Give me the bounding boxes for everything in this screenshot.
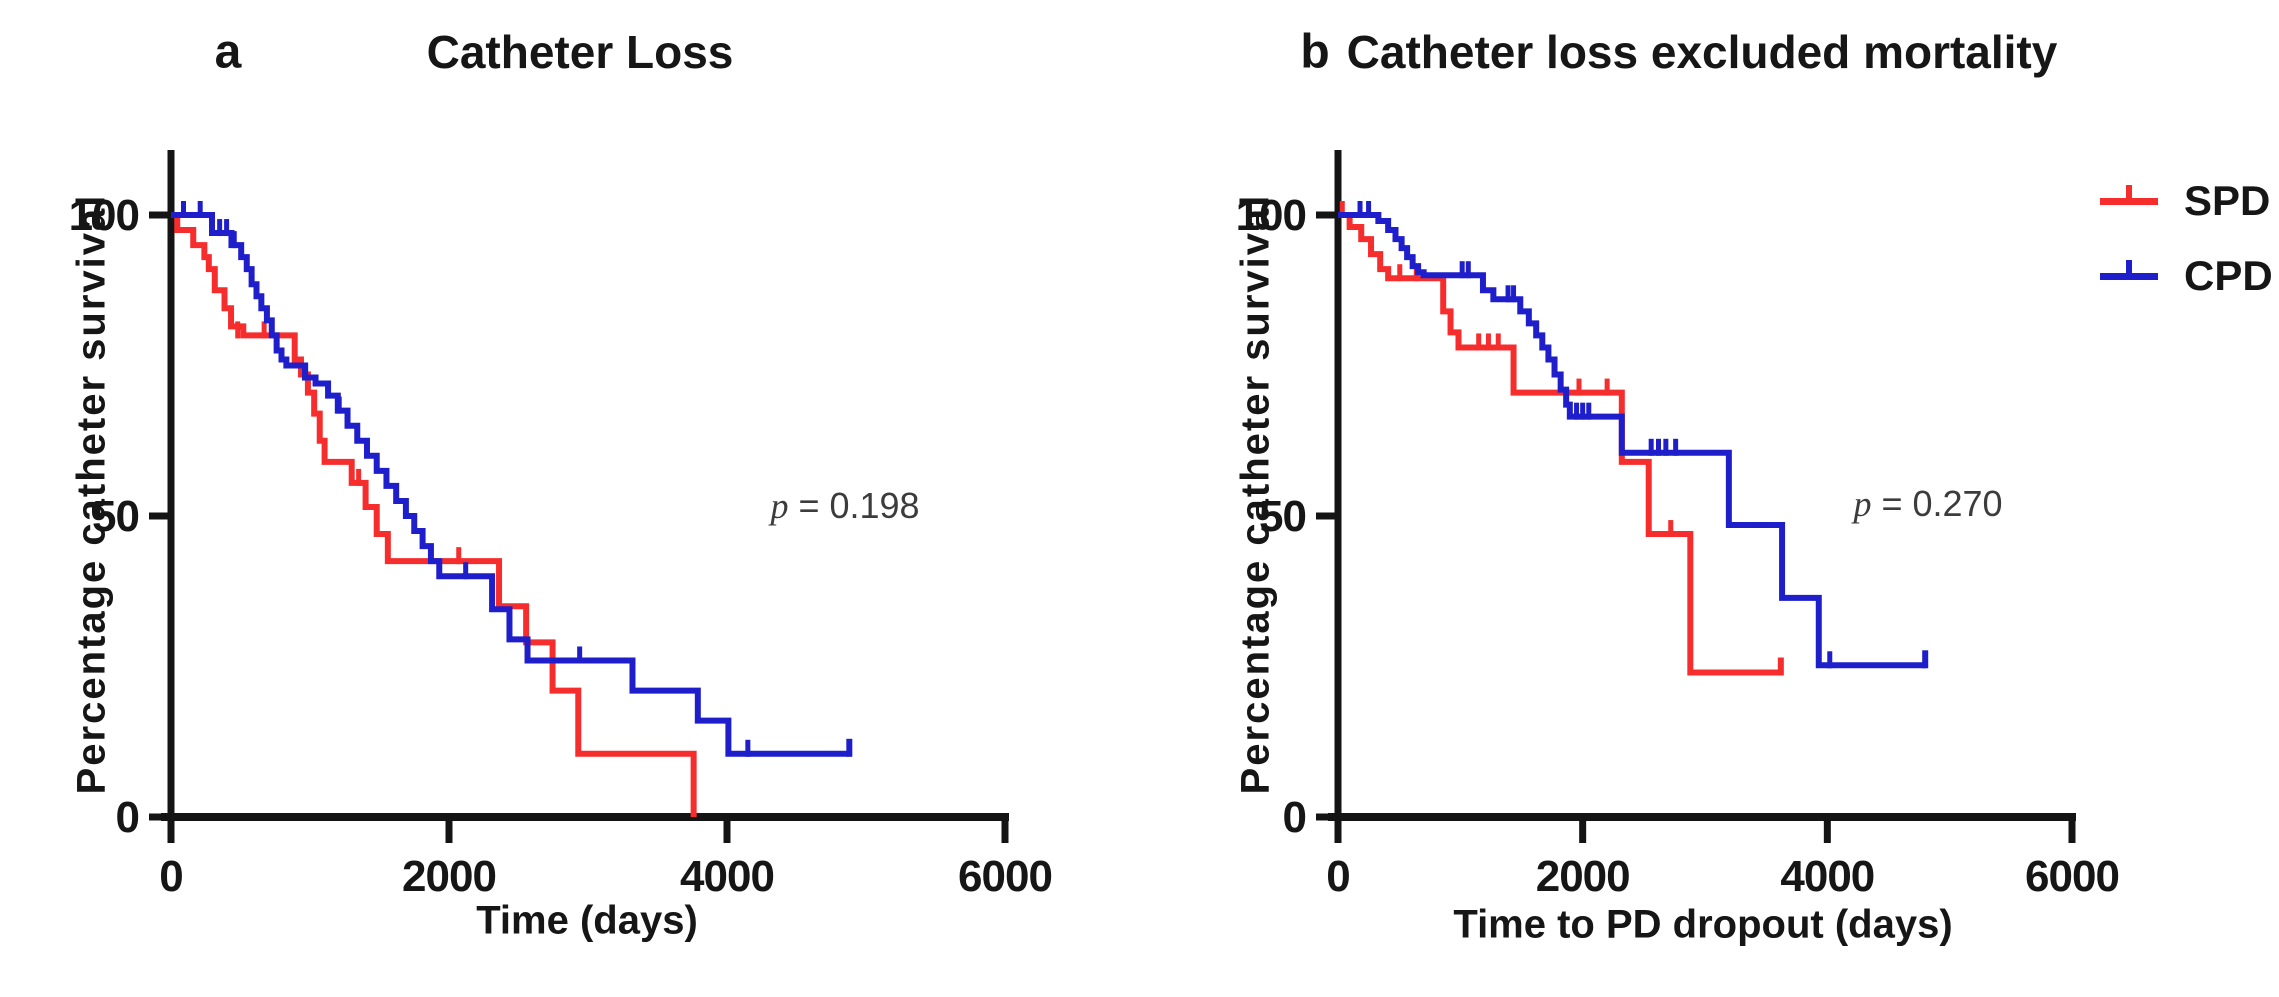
panel-a-p-text: = 0.198 (788, 485, 920, 526)
panel-b-spd-curve (1338, 212, 1781, 676)
panel-b-x-tick-label: 2000 (1536, 852, 1630, 901)
legend-label-cpd: CPD (2184, 252, 2273, 299)
panel-b-p-value: p = 0.270 (1853, 483, 2002, 525)
panel-a-spd-curve (171, 212, 697, 817)
legend-label-spd: SPD (2184, 177, 2271, 224)
legend-item-cpd: CPD (2100, 254, 2273, 298)
legend-item-spd: SPD (2100, 179, 2270, 223)
cpd-line-symbol-icon (2100, 256, 2158, 296)
panel-b-y-tick-label: 0 (1283, 793, 1306, 842)
panel-b-cpd-curve (1338, 212, 1926, 669)
panel-a-x-tick-label: 0 (159, 852, 182, 901)
panel-a-y-tick-label: 50 (92, 492, 139, 541)
panel-b-y-axis-label: Percentage catheter survival (1233, 193, 1278, 795)
panel-a-x-tick-label: 4000 (680, 852, 774, 901)
panel-b-p-text: = 0.270 (1871, 483, 2003, 524)
panel-b-y-tick-label: 100 (1236, 191, 1306, 240)
panel-a-title: Catheter Loss (426, 26, 734, 78)
panel-b-x-tick-label: 0 (1326, 852, 1349, 901)
panel-a-x-tick-label: 6000 (958, 852, 1052, 901)
panel-a-y-axis-label: Percentage catheter survival (69, 193, 114, 795)
panel-b-x-tick-label: 6000 (2025, 852, 2119, 901)
spd-line-symbol-icon (2100, 181, 2158, 221)
panel-a-y-tick-label: 0 (116, 793, 139, 842)
panel-b-x-tick-label: 4000 (1780, 852, 1874, 901)
panel-a-y-tick-label: 100 (69, 191, 139, 240)
panel-a-p-symbol: p (770, 486, 789, 526)
panel-b-y-tick-label: 50 (1259, 492, 1306, 541)
panel-b-letter: b (1300, 25, 1330, 79)
panel-a-p-value: p = 0.198 (770, 485, 919, 527)
panel-a-x-axis-label: Time (days) (476, 898, 698, 943)
panel-b-x-axis-label: Time to PD dropout (days) (1453, 902, 1953, 947)
panel-a-x-tick-label: 2000 (402, 852, 496, 901)
panel-a-cpd-curve (171, 212, 850, 757)
panel-b-title: Catheter loss excluded mortality (1346, 26, 2058, 78)
panel-a-letter: a (214, 25, 242, 79)
panel-b-p-symbol: p (1853, 484, 1872, 524)
